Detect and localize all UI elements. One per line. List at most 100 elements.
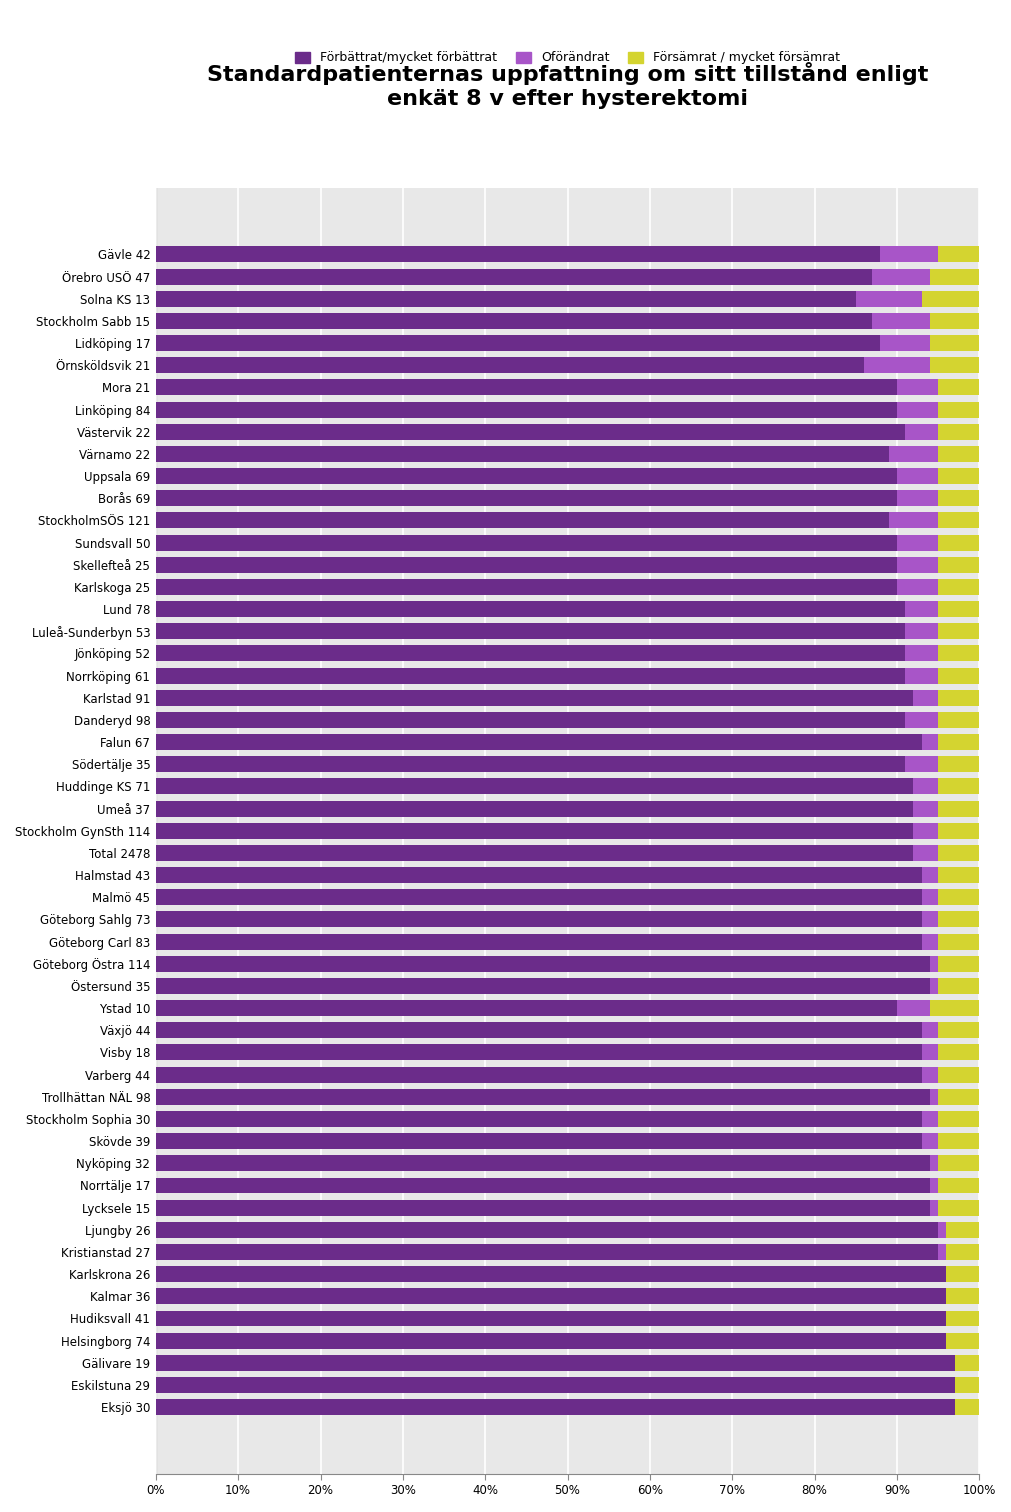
Bar xyxy=(156,689,913,706)
Bar xyxy=(938,490,980,507)
Bar xyxy=(938,1244,946,1259)
Bar xyxy=(156,801,913,816)
Bar xyxy=(938,868,980,883)
Bar xyxy=(922,1066,938,1083)
Bar xyxy=(938,1089,980,1105)
Bar xyxy=(156,1178,930,1193)
Bar xyxy=(938,535,980,550)
Bar xyxy=(938,845,980,860)
Bar xyxy=(938,1045,980,1060)
Bar xyxy=(954,1355,980,1371)
Bar xyxy=(946,1311,980,1326)
Bar xyxy=(913,779,938,794)
Bar xyxy=(922,735,938,750)
Bar xyxy=(156,357,864,373)
Bar xyxy=(930,1199,938,1216)
Bar xyxy=(905,623,938,640)
Bar xyxy=(156,1244,938,1259)
Bar xyxy=(156,490,897,507)
Bar xyxy=(156,1066,922,1083)
Bar xyxy=(938,469,980,484)
Bar xyxy=(905,602,938,617)
Bar xyxy=(156,1045,922,1060)
Bar xyxy=(872,269,930,284)
Bar xyxy=(905,756,938,773)
Bar xyxy=(938,1132,980,1149)
Bar xyxy=(156,579,897,594)
Bar xyxy=(930,1178,938,1193)
Bar xyxy=(156,1355,954,1371)
Bar xyxy=(922,290,980,307)
Bar xyxy=(156,845,913,860)
Bar xyxy=(156,313,872,330)
Bar xyxy=(938,513,980,528)
Bar xyxy=(954,1377,980,1393)
Bar xyxy=(897,579,938,594)
Bar xyxy=(930,336,980,351)
Bar xyxy=(922,933,938,950)
Bar xyxy=(938,889,980,906)
Bar xyxy=(913,845,938,860)
Bar xyxy=(938,1222,946,1238)
Bar xyxy=(156,602,905,617)
Bar xyxy=(156,1266,946,1282)
Bar xyxy=(156,246,881,263)
Bar xyxy=(938,1111,980,1126)
Bar xyxy=(938,1022,980,1039)
Bar xyxy=(881,336,930,351)
Bar xyxy=(938,933,980,950)
Bar xyxy=(881,246,938,263)
Bar xyxy=(938,689,980,706)
Bar xyxy=(156,912,922,927)
Bar xyxy=(156,1377,954,1393)
Bar xyxy=(156,556,897,573)
Bar xyxy=(156,668,905,683)
Bar xyxy=(156,933,922,950)
Bar xyxy=(930,357,980,373)
Bar xyxy=(156,646,905,661)
Bar xyxy=(156,1332,946,1349)
Bar xyxy=(938,756,980,773)
Bar xyxy=(930,956,938,972)
Bar xyxy=(897,556,938,573)
Bar xyxy=(946,1332,980,1349)
Bar xyxy=(930,269,980,284)
Bar xyxy=(938,801,980,816)
Bar xyxy=(855,290,922,307)
Bar xyxy=(938,668,980,683)
Bar xyxy=(156,535,897,550)
Bar xyxy=(938,380,980,396)
Bar xyxy=(864,357,930,373)
Bar xyxy=(156,380,897,396)
Bar xyxy=(938,956,980,972)
Bar xyxy=(156,889,922,906)
Bar xyxy=(156,956,930,972)
Bar xyxy=(156,1311,946,1326)
Bar xyxy=(156,402,897,417)
Title: Standardpatienternas uppfattning om sitt tillstånd enligt
enkät 8 v efter hyster: Standardpatienternas uppfattning om sitt… xyxy=(207,62,928,109)
Bar xyxy=(905,668,938,683)
Bar xyxy=(938,402,980,417)
Bar xyxy=(930,313,980,330)
Bar xyxy=(938,978,980,993)
Bar xyxy=(954,1399,980,1415)
Bar xyxy=(938,602,980,617)
Bar xyxy=(938,823,980,839)
Bar xyxy=(156,336,881,351)
Bar xyxy=(872,313,930,330)
Bar xyxy=(938,446,980,461)
Bar xyxy=(938,1199,980,1216)
Bar xyxy=(156,1222,938,1238)
Bar xyxy=(922,1045,938,1060)
Bar xyxy=(905,646,938,661)
Bar xyxy=(156,1132,922,1149)
Bar xyxy=(156,978,930,993)
Bar xyxy=(922,868,938,883)
Bar xyxy=(156,469,897,484)
Bar xyxy=(930,978,938,993)
Bar xyxy=(922,1022,938,1039)
Bar xyxy=(913,689,938,706)
Bar xyxy=(913,823,938,839)
Bar xyxy=(156,513,889,528)
Bar xyxy=(156,290,855,307)
